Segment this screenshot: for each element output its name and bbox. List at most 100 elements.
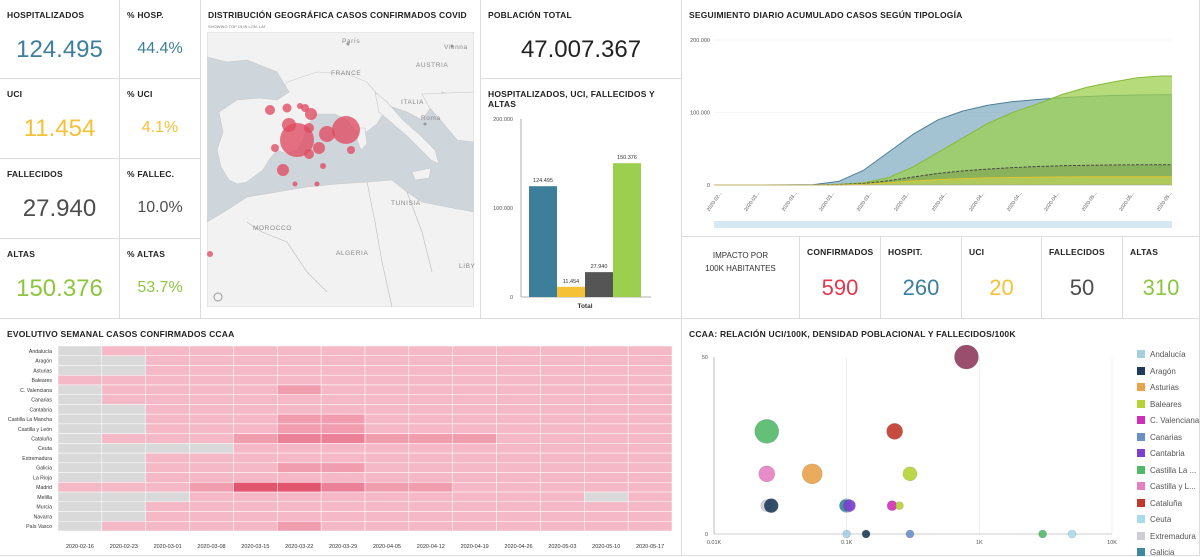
map-city-roma [423, 122, 427, 126]
legend-item[interactable]: Aragón [1137, 366, 1176, 376]
heatmap-col-label: 2020-03-08 [197, 544, 225, 550]
kpi-hosp-pct-panel: % HOSP. 44.4% [120, 0, 201, 79]
map-bubble-ceuta[interactable] [292, 181, 298, 187]
map-border-3 [406, 191, 433, 273]
impact-hospit-value: 260 [902, 275, 940, 300]
heatmap-col-label: 2020-05-10 [592, 544, 620, 550]
heatmap-cell [233, 452, 278, 464]
impact-confirmados-value: 590 [821, 275, 859, 300]
heatmap-cell [496, 482, 541, 493]
scatter-point-asturias [801, 463, 823, 485]
trend-xtick-label: 2020-02... [706, 191, 724, 213]
bar-hospitalizados [529, 186, 557, 297]
legend-label: Andalucía [1150, 350, 1186, 359]
heatmap-cell [496, 365, 541, 376]
map-bubble-pais-vasco[interactable] [305, 108, 317, 120]
trend-xtick-label: 2020-05... [1156, 191, 1174, 213]
legend-item[interactable]: Cantabria [1137, 449, 1185, 458]
map-canvas[interactable] [207, 32, 474, 307]
heatmap-cell [277, 374, 322, 386]
legend-swatch [1137, 482, 1145, 490]
heatmap-col-label: 2020-03-01 [154, 544, 182, 550]
map-city-vienna [450, 44, 454, 48]
heatmap-cell [364, 521, 410, 532]
heatmap-cell [452, 404, 497, 415]
heatmap-cell [145, 374, 190, 386]
kpi-altas-pct-panel: % ALTAS 53.7% [120, 239, 201, 319]
map-bubble-aragon[interactable] [319, 126, 335, 142]
heatmap-row-label: Ceuta [38, 446, 52, 452]
legend-item[interactable]: Andalucía [1137, 350, 1186, 359]
heatmap-col-label: 2020-02-23 [110, 544, 138, 550]
heatmap-cell [57, 452, 103, 464]
map-bubble-extremadura[interactable] [271, 144, 279, 152]
heatmap-cell [584, 482, 629, 493]
heatmap-row-label: Navarra [34, 514, 53, 520]
legend-item[interactable]: Asturias [1137, 383, 1179, 392]
heatmap-cell [57, 491, 103, 503]
map-bubble-cyl[interactable] [282, 118, 296, 132]
heatmap-cell [277, 345, 322, 356]
heatmap-cell [189, 423, 234, 434]
map-bubble-baleares[interactable] [347, 146, 355, 154]
heatmap-cell [277, 433, 322, 444]
heatmap-cell [189, 501, 234, 512]
heatmap-cell [189, 413, 234, 425]
map-africa-land [207, 179, 474, 307]
map-bubble-galicia[interactable] [265, 105, 275, 115]
heatmap-cell [584, 472, 629, 483]
legend-item[interactable]: Cataluña [1137, 498, 1182, 508]
heatmap-cell [101, 404, 146, 415]
legend-item[interactable]: Ceuta [1137, 515, 1171, 524]
scatter-point-madrid [954, 344, 979, 370]
heatmap-cell [57, 384, 103, 395]
scatter-xtick-label: 0.1K [841, 540, 853, 546]
heatmap-cell [364, 413, 410, 425]
heatmap-cell [364, 365, 410, 376]
legend-swatch [1137, 449, 1145, 457]
heatmap-cell [408, 404, 453, 415]
kpi-uci-value: 11.454 [23, 115, 96, 142]
heatmap-cell [57, 413, 103, 425]
heatmap-cell [584, 345, 629, 356]
map-bubble-clm[interactable] [313, 142, 325, 154]
map-border-1 [246, 221, 328, 293]
map-bubbles[interactable] [207, 103, 360, 257]
legend-item[interactable]: Extremadura [1137, 531, 1196, 541]
heatmap-cell [627, 345, 673, 356]
heatmap-cell [233, 501, 278, 512]
heatmap-cell [540, 404, 585, 415]
heatmap-cell [452, 472, 497, 483]
map-bubble-andalucia[interactable] [277, 164, 289, 176]
trend-area-uci [714, 176, 1172, 185]
map-bubble-cataluna[interactable] [332, 116, 360, 144]
heatmap-cell [540, 374, 585, 386]
heatmap-cell [233, 413, 278, 425]
legend-item[interactable]: Castilla y L... [1137, 482, 1196, 491]
map-bubble-asturias[interactable] [282, 103, 292, 113]
heatmap-cell [627, 423, 673, 434]
legend-item[interactable]: C. Valenciana [1137, 416, 1199, 425]
heatmap-cell [496, 472, 541, 483]
legend-label: Extremadura [1150, 531, 1196, 541]
heatmap-cell [233, 482, 278, 493]
heatmap-cell [627, 355, 673, 366]
trend-xtick-label: 2020-04... [1043, 191, 1061, 213]
map-balkans-land [421, 91, 474, 143]
map-info-icon[interactable] [213, 292, 223, 302]
heatmap-cell [584, 384, 629, 395]
scatter-point-cantabria [843, 499, 856, 512]
legend-item[interactable]: Baleares [1137, 399, 1182, 409]
heatmap-cell [496, 413, 541, 425]
legend-item[interactable]: Canarias [1137, 432, 1182, 442]
map-bubble-navarra[interactable] [304, 123, 314, 133]
map-bubble-murcia[interactable] [320, 163, 326, 169]
heatmap-chart: Andalucía Aragón Asturias Baleares C. Valenc… [8, 345, 673, 550]
map-bubble-rioja[interactable] [297, 103, 303, 109]
legend-item[interactable]: Castilla La ... [1137, 465, 1196, 475]
map-bubble-melilla[interactable] [314, 181, 320, 187]
legend-swatch [1137, 416, 1145, 424]
map-bubble-valencia[interactable] [304, 149, 314, 159]
legend-item[interactable]: Galicia [1137, 548, 1174, 557]
map-bubble-canarias[interactable] [207, 251, 213, 257]
